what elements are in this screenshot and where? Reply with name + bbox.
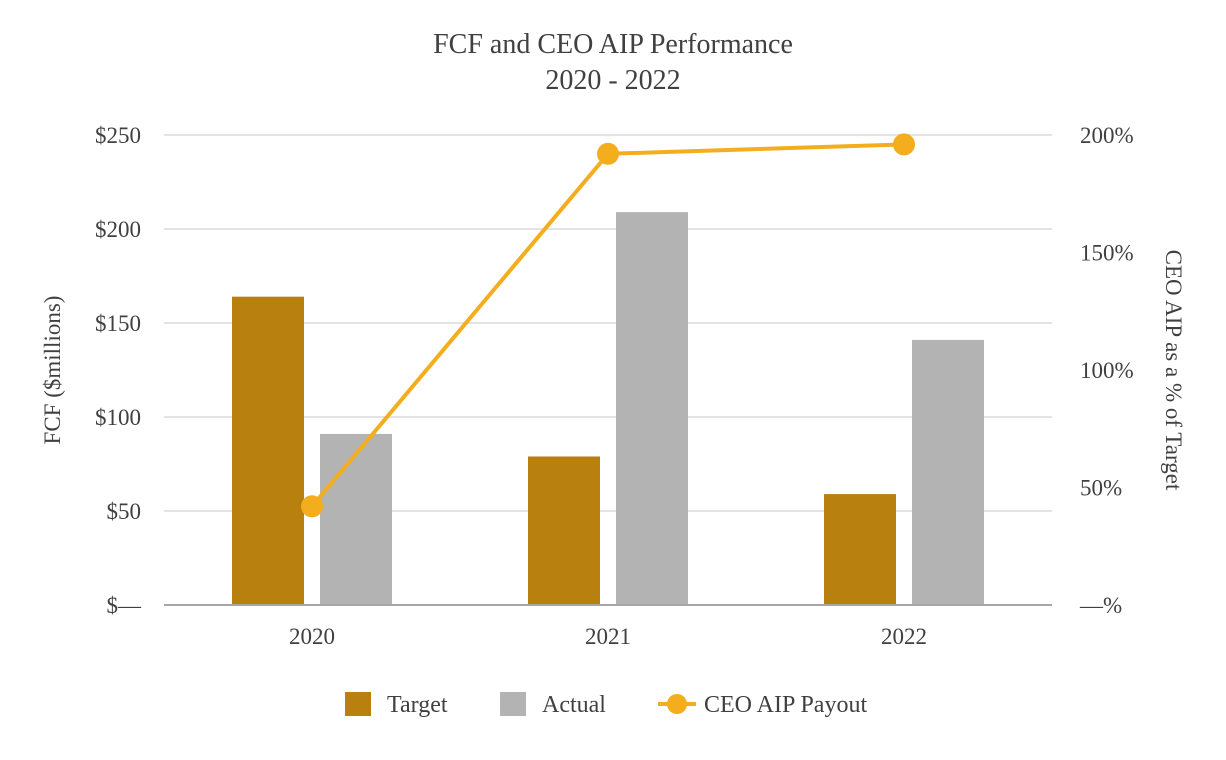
- point-payout-2020: [301, 495, 323, 518]
- payout-line: [301, 133, 915, 518]
- y-axis-left-label: FCF ($millions): [40, 296, 65, 445]
- bar-target-2020: [232, 296, 304, 605]
- legend-marker-ceo-aip-payout: [667, 694, 687, 714]
- x-tick-label: 2020: [289, 624, 335, 649]
- bar-target-2021: [528, 456, 600, 605]
- y-right-tick-label: 50%: [1080, 476, 1122, 501]
- bar-actual-2021: [616, 212, 688, 605]
- legend: Target Actual CEO AIP Payout: [345, 692, 867, 718]
- axes: $— $50 $100 $150 $200 $250 —% 50% 100% 150% 200% 20…: [95, 123, 1134, 649]
- y-left-tick-label: $100: [95, 405, 141, 430]
- bar-actual-2020: [320, 433, 392, 605]
- bar-actual-2022: [912, 339, 984, 605]
- point-payout-2021: [597, 142, 619, 165]
- y-right-tick-label: 150%: [1080, 241, 1134, 266]
- bar-target-2022: [824, 494, 896, 605]
- y-left-tick-label: $200: [95, 217, 141, 242]
- y-left-tick-label: $—: [107, 593, 143, 618]
- chart-title: FCF and CEO AIP Performance: [433, 29, 793, 60]
- legend-swatch-target: [345, 692, 371, 716]
- grid-lines: [164, 134, 1052, 512]
- y-right-tick-label: 200%: [1080, 123, 1134, 148]
- y-left-tick-label: $50: [107, 499, 142, 524]
- y-right-tick-label: 100%: [1080, 358, 1134, 383]
- y-right-tick-label: —%: [1079, 593, 1122, 618]
- legend-swatch-actual: [500, 692, 526, 716]
- point-payout-2022: [893, 133, 915, 156]
- legend-label-actual: Actual: [542, 692, 606, 718]
- legend-label-ceo-aip-payout: CEO AIP Payout: [704, 692, 867, 718]
- y-axis-right-label: CEO AIP as a % of Target: [1161, 250, 1186, 491]
- x-tick-label: 2021: [585, 624, 631, 649]
- x-tick-label: 2022: [881, 624, 927, 649]
- bars: [232, 212, 984, 605]
- y-left-tick-label: $250: [95, 123, 141, 148]
- y-left-tick-label: $150: [95, 311, 141, 336]
- line-ceo-aip-payout: [310, 142, 905, 508]
- legend-label-target: Target: [387, 692, 448, 718]
- chart-subtitle: 2020 - 2022: [545, 65, 680, 96]
